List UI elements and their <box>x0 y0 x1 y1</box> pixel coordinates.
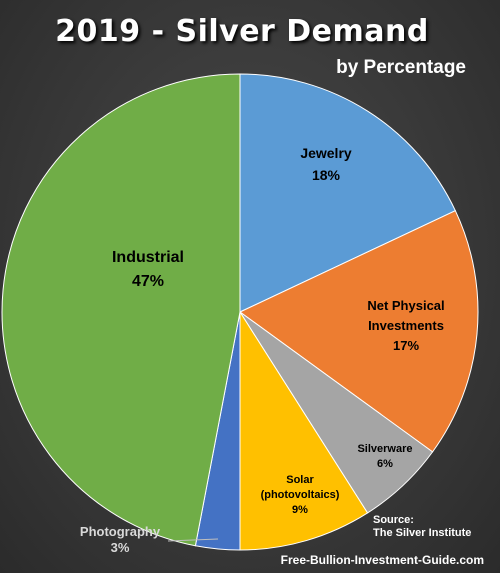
slice-label-net-physical-investments: Net Physical Investments 17% <box>367 298 444 353</box>
slice-name-industrial: Industrial <box>112 249 184 266</box>
slice-value-industrial: 47% <box>132 273 164 290</box>
slice-label-industrial: Industrial 47% <box>112 249 184 290</box>
source-note: Source: The Silver Institute <box>373 514 471 540</box>
slice-label-solar-photovoltaics: Solar (photovoltaics) 9% <box>261 474 340 516</box>
chart-title: 2019 - Silver Demand <box>55 14 429 49</box>
source-label: Source: <box>373 514 414 526</box>
slice-value-jewelry: 18% <box>312 167 341 183</box>
slice-label-jewelry: Jewelry 18% <box>300 145 352 183</box>
pie-slice-jewelry <box>239 73 457 313</box>
slice-value-silverware: 6% <box>377 458 393 470</box>
pie-slice-net-physical-investments <box>239 209 479 453</box>
slice-value-solar-photovoltaics: 9% <box>292 504 308 516</box>
slice-name-jewelry: Jewelry <box>300 145 352 161</box>
photography-leader-line <box>167 538 219 542</box>
slice-name-silverware: Silverware <box>357 443 412 455</box>
slice-name-net-physical-investments: Net Physical <box>367 298 444 313</box>
chart-subtitle: by Percentage <box>336 57 466 78</box>
pie-slice-industrial <box>1 73 241 547</box>
slice-name-solar-photovoltaics: Solar <box>286 474 314 486</box>
slice-value-net-physical-investments: 17% <box>393 338 419 353</box>
slice-label-photography: Photography 3% <box>80 524 161 555</box>
slice-name-solar-photovoltaics: (photovoltaics) <box>261 489 340 501</box>
pie-slices <box>1 73 479 551</box>
slice-value-photography: 3% <box>111 540 130 555</box>
slice-label-silverware: Silverware 6% <box>357 443 412 470</box>
website-credit: Free-Bullion-Investment-Guide.com <box>280 553 484 567</box>
source-name: The Silver Institute <box>373 527 472 539</box>
slice-name-net-physical-investments: Investments <box>368 318 444 333</box>
pie-slice-solar-photovoltaics <box>239 310 369 551</box>
slice-name-photography: Photography <box>80 524 161 539</box>
